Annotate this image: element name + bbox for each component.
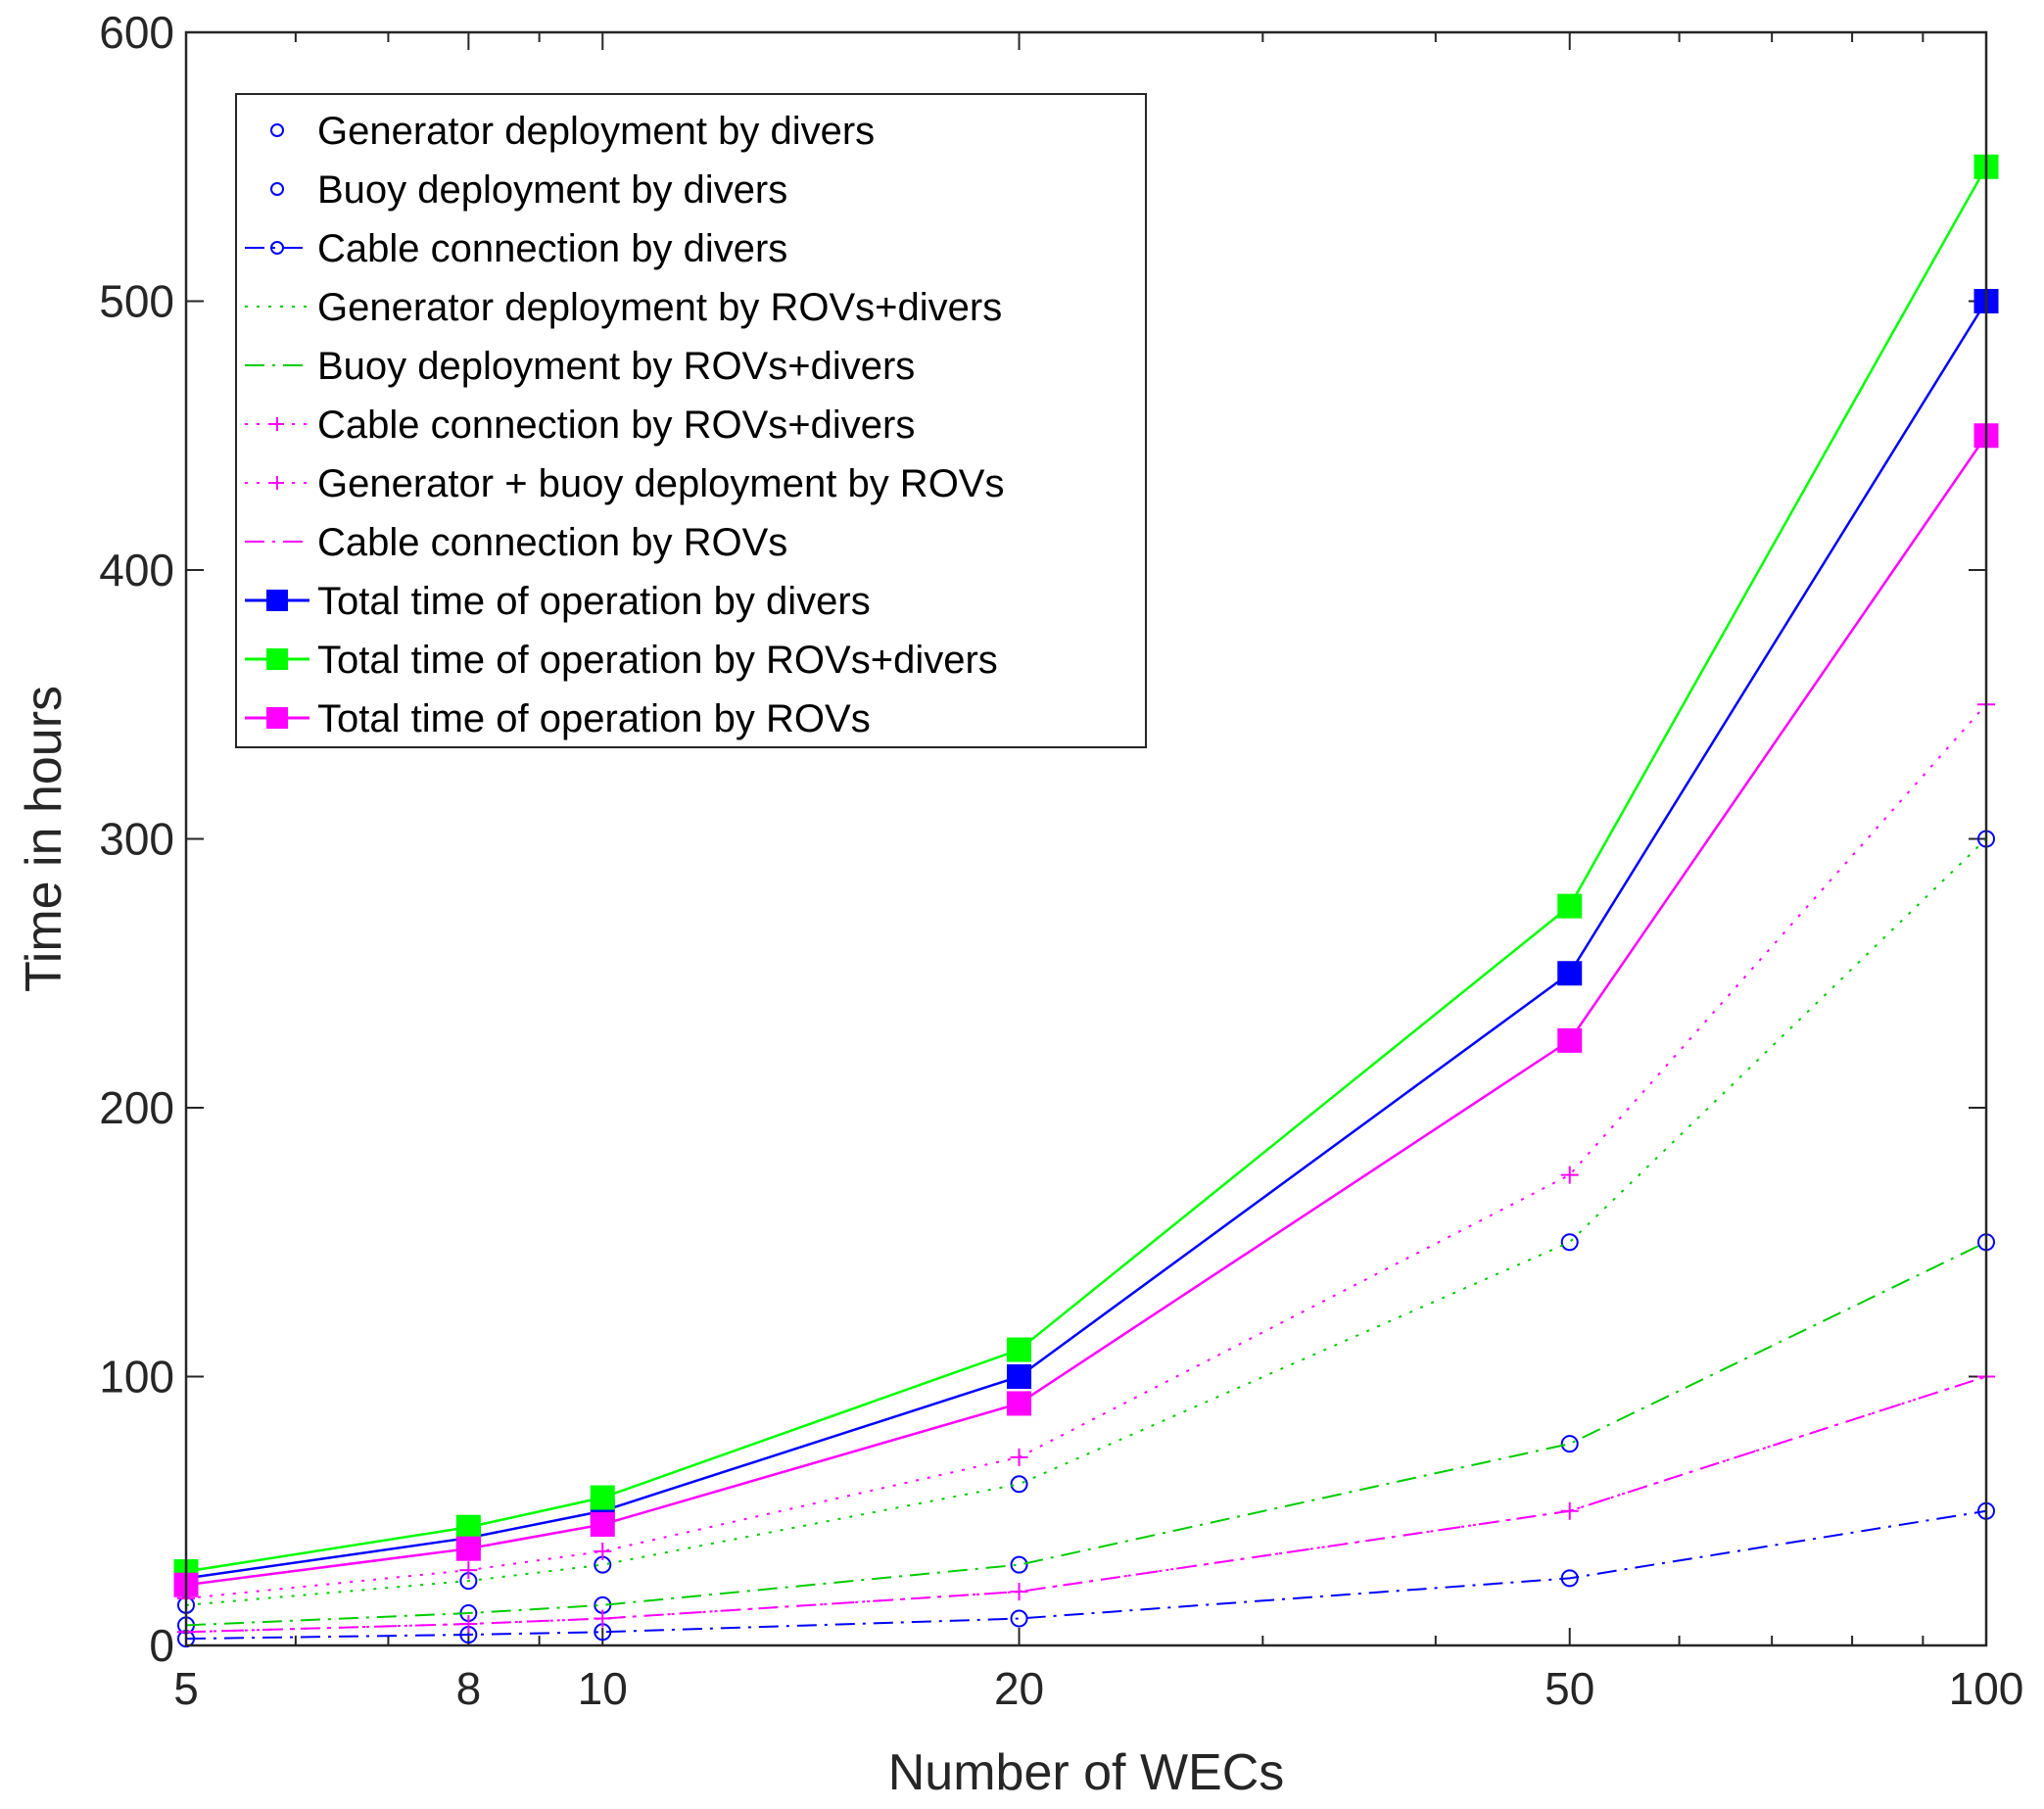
series-line — [185, 300, 1988, 1580]
x-tick-label: 5 — [173, 1663, 199, 1714]
legend-label: Generator deployment by divers — [317, 110, 875, 153]
y-tick-label: 100 — [99, 1352, 174, 1403]
legend-label: Buoy deployment by ROVs+divers — [317, 345, 915, 388]
data-point — [1560, 1233, 1579, 1252]
legend-label: Total time of operation by ROVs — [317, 697, 871, 740]
legend-label: Buoy deployment by divers — [317, 168, 787, 212]
tick-labels: 5 8 10 20 50 100 0 100 200 300 400 500 600 — [99, 7, 2023, 1714]
y-tick-label: 400 — [99, 545, 174, 595]
legend-item: Buoy deployment by divers — [270, 168, 787, 212]
legend-swatch-marker — [266, 707, 288, 729]
series-line — [185, 703, 1987, 1599]
legend-swatch-marker — [266, 648, 288, 670]
data-point — [1557, 1027, 1583, 1053]
data-point — [455, 1536, 481, 1561]
x-tick-label: 20 — [994, 1663, 1044, 1714]
data-point — [1007, 1337, 1032, 1362]
data-point — [1010, 1475, 1028, 1494]
y-tick-label: 0 — [149, 1620, 174, 1671]
legend-item: Generator deployment by ROVs+divers — [245, 286, 1002, 329]
axes-frame — [184, 30, 1988, 1647]
series-line — [185, 837, 1987, 1606]
legend-item: Generator deployment by divers — [270, 110, 875, 153]
legend-label: Cable connection by ROVs+divers — [317, 404, 915, 447]
data-point — [1557, 961, 1583, 986]
y-tick-label: 600 — [99, 7, 174, 58]
data-point — [1007, 1391, 1032, 1416]
legend-swatch-marker — [270, 417, 284, 431]
legend-item: Cable connection by divers — [245, 227, 787, 270]
data-point — [1007, 1364, 1032, 1389]
series-line — [185, 1241, 1987, 1627]
legend: Generator deployment by divers Buoy deplo… — [235, 93, 1147, 748]
series-10 — [173, 154, 1999, 1585]
legend-item: Buoy deployment by ROVs+divers — [245, 345, 915, 388]
data-point — [1560, 1569, 1579, 1588]
legend-label: Generator deployment by ROVs+divers — [317, 286, 1002, 329]
x-axis-label: Number of WECs — [888, 1744, 1285, 1801]
data-point — [1010, 1555, 1028, 1574]
legend-swatch-marker — [270, 476, 284, 490]
legend-swatch-marker — [266, 590, 288, 611]
data-point — [459, 1561, 478, 1580]
x-tick-label: 100 — [1949, 1663, 2024, 1714]
x-tick-label: 50 — [1545, 1663, 1594, 1714]
series-line — [185, 1375, 1987, 1634]
data-point — [1010, 1609, 1028, 1628]
legend-item: Cable connection by ROVs — [245, 521, 787, 564]
data-point — [1560, 1166, 1579, 1184]
legend-item: Cable connection by ROVs+divers — [245, 404, 915, 447]
data-point — [590, 1511, 615, 1537]
y-tick-label: 500 — [99, 276, 174, 327]
axes-box — [184, 30, 1988, 1647]
legend-swatch-marker — [270, 123, 284, 137]
legend-swatch-marker — [270, 241, 284, 255]
legend-item: Total time of operation by ROVs+divers — [245, 639, 998, 682]
legend-item: Generator + buoy deployment by ROVs — [245, 462, 1004, 505]
y-tick-label: 300 — [99, 814, 174, 865]
legend-item: Total time of operation by divers — [245, 580, 871, 623]
data-point — [1010, 1448, 1028, 1466]
x-tick-label: 10 — [578, 1663, 628, 1714]
data-point — [1560, 1435, 1579, 1453]
legend-label: Cable connection by divers — [317, 227, 787, 270]
series-line — [185, 1509, 1987, 1641]
legend-label: Total time of operation by ROVs+divers — [317, 639, 998, 682]
legend-swatch-marker — [270, 182, 284, 196]
legend-item: Total time of operation by ROVs — [245, 697, 871, 740]
legend-label: Cable connection by ROVs — [317, 521, 787, 564]
series-line — [185, 435, 1988, 1587]
legend-label: Total time of operation by divers — [317, 580, 871, 623]
data-point — [1010, 1583, 1028, 1601]
data-point — [594, 1542, 612, 1560]
y-tick-label: 200 — [99, 1082, 174, 1133]
series-4 — [185, 837, 1987, 1606]
series-line — [185, 166, 1988, 1573]
series-layer — [173, 154, 1999, 1648]
x-tick-label: 8 — [456, 1663, 482, 1714]
data-point — [1557, 893, 1583, 919]
data-point — [590, 1485, 615, 1510]
series-8 — [185, 1375, 1987, 1634]
series-5 — [185, 1241, 1987, 1627]
series-11 — [173, 423, 1999, 1597]
legend-label: Generator + buoy deployment by ROVs — [317, 462, 1004, 505]
legend-box — [235, 93, 1147, 748]
y-axis-label: Time in hours — [16, 686, 72, 992]
data-point — [455, 1514, 481, 1540]
